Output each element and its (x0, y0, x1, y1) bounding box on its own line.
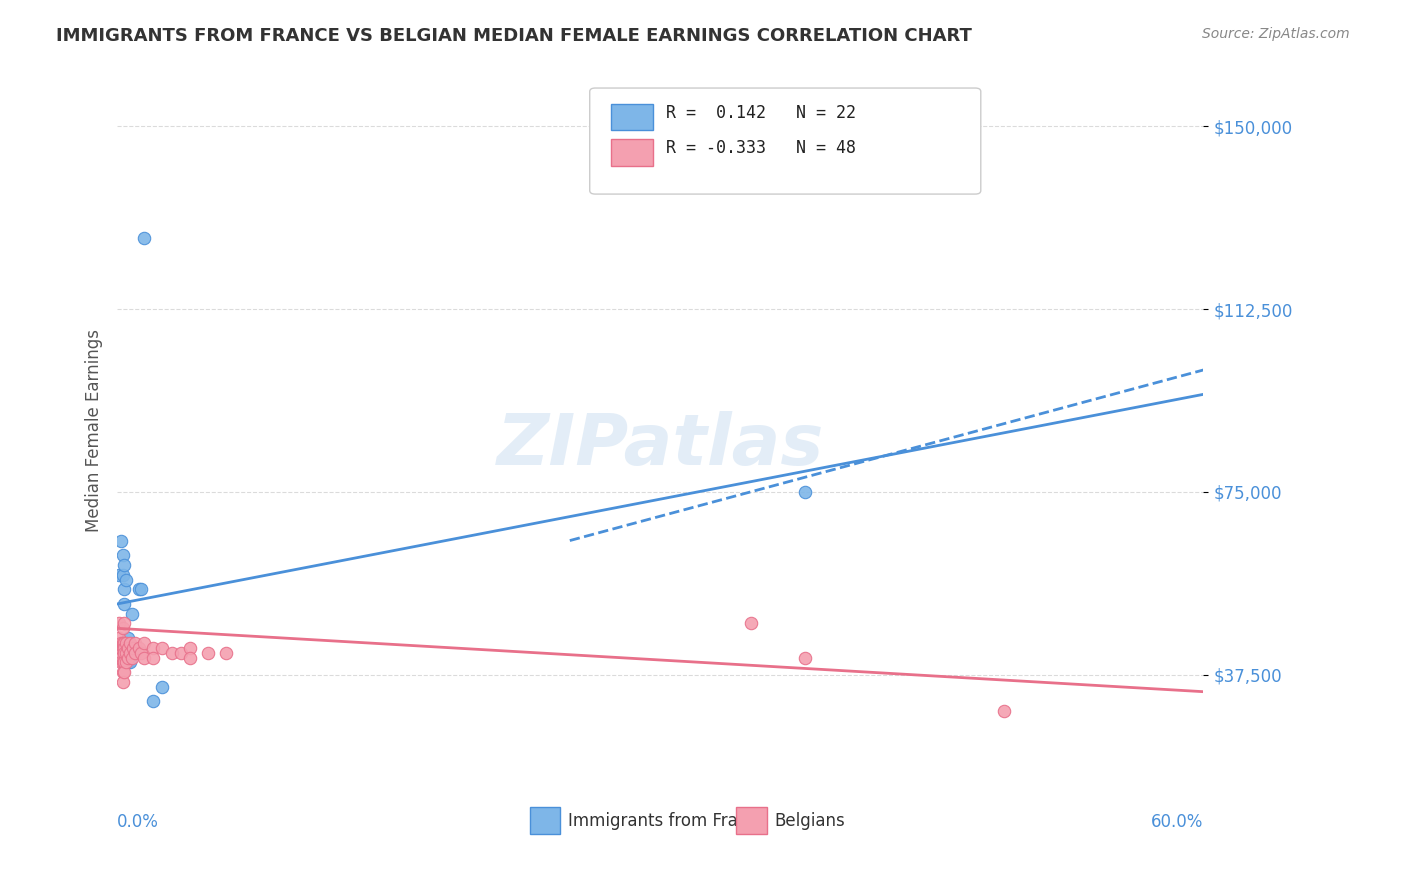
Point (110, 636, 132, 650)
Point (117, 650, 139, 665)
Point (112, 636, 135, 650)
Text: Belgians: Belgians (775, 812, 845, 830)
Point (111, 548, 134, 562)
Point (112, 646, 135, 660)
Point (124, 646, 146, 660)
Point (115, 573, 138, 587)
Point (794, 650, 817, 665)
Point (142, 694, 165, 708)
Point (122, 646, 145, 660)
Point (111, 640, 134, 655)
Point (112, 597, 135, 611)
Text: Immigrants from France: Immigrants from France (568, 812, 768, 830)
Point (115, 646, 138, 660)
Point (197, 646, 219, 660)
Point (134, 650, 156, 665)
Point (129, 582, 152, 597)
Point (134, 636, 156, 650)
Bar (612, 139, 652, 166)
Point (152, 640, 174, 655)
Y-axis label: Median Female Earnings: Median Female Earnings (86, 329, 103, 533)
Point (118, 656, 141, 670)
Point (110, 650, 132, 665)
FancyBboxPatch shape (589, 88, 981, 194)
Point (115, 646, 138, 660)
Point (112, 640, 135, 655)
Text: R =  0.142   N = 22: R = 0.142 N = 22 (666, 103, 856, 122)
Point (108, 646, 131, 660)
Point (122, 640, 145, 655)
Point (179, 640, 201, 655)
Point (215, 646, 238, 660)
Text: 0.0%: 0.0% (117, 813, 159, 830)
Point (112, 582, 135, 597)
Point (121, 650, 143, 665)
Point (110, 656, 132, 670)
Point (111, 636, 134, 650)
Point (740, 616, 762, 631)
Point (124, 636, 146, 650)
Point (152, 680, 174, 694)
Point (111, 567, 134, 582)
Bar (737, 807, 766, 834)
Point (111, 665, 134, 680)
Bar (530, 807, 561, 834)
Point (117, 640, 139, 655)
Point (117, 631, 139, 645)
Point (129, 646, 152, 660)
Point (110, 646, 132, 660)
Point (110, 640, 132, 655)
Point (142, 650, 165, 665)
Point (160, 646, 183, 660)
Point (112, 616, 135, 631)
Point (169, 646, 191, 660)
Point (118, 646, 141, 660)
Point (128, 582, 150, 597)
Point (110, 533, 132, 548)
Point (112, 558, 135, 572)
Point (118, 636, 141, 650)
Point (142, 640, 165, 655)
Point (124, 646, 146, 660)
Point (117, 656, 139, 670)
Text: 60.0%: 60.0% (1152, 813, 1204, 830)
Text: IMMIGRANTS FROM FRANCE VS BELGIAN MEDIAN FEMALE EARNINGS CORRELATION CHART: IMMIGRANTS FROM FRANCE VS BELGIAN MEDIAN… (56, 27, 972, 45)
Point (108, 616, 131, 631)
Point (111, 675, 134, 690)
Point (108, 631, 131, 645)
Point (121, 607, 143, 621)
Point (134, 231, 156, 245)
Point (121, 646, 143, 660)
Point (112, 656, 135, 670)
Text: Source: ZipAtlas.com: Source: ZipAtlas.com (1202, 27, 1350, 41)
Point (115, 636, 138, 650)
Point (112, 665, 135, 680)
Point (993, 704, 1015, 718)
Point (108, 640, 131, 655)
Point (111, 621, 134, 635)
Text: ZIPatlas: ZIPatlas (496, 410, 824, 480)
Point (179, 650, 201, 665)
Bar (612, 103, 652, 130)
Point (108, 567, 131, 582)
Point (128, 640, 150, 655)
Text: R = -0.333   N = 48: R = -0.333 N = 48 (666, 139, 856, 157)
Point (115, 656, 138, 670)
Point (794, 484, 817, 499)
Point (111, 656, 134, 670)
